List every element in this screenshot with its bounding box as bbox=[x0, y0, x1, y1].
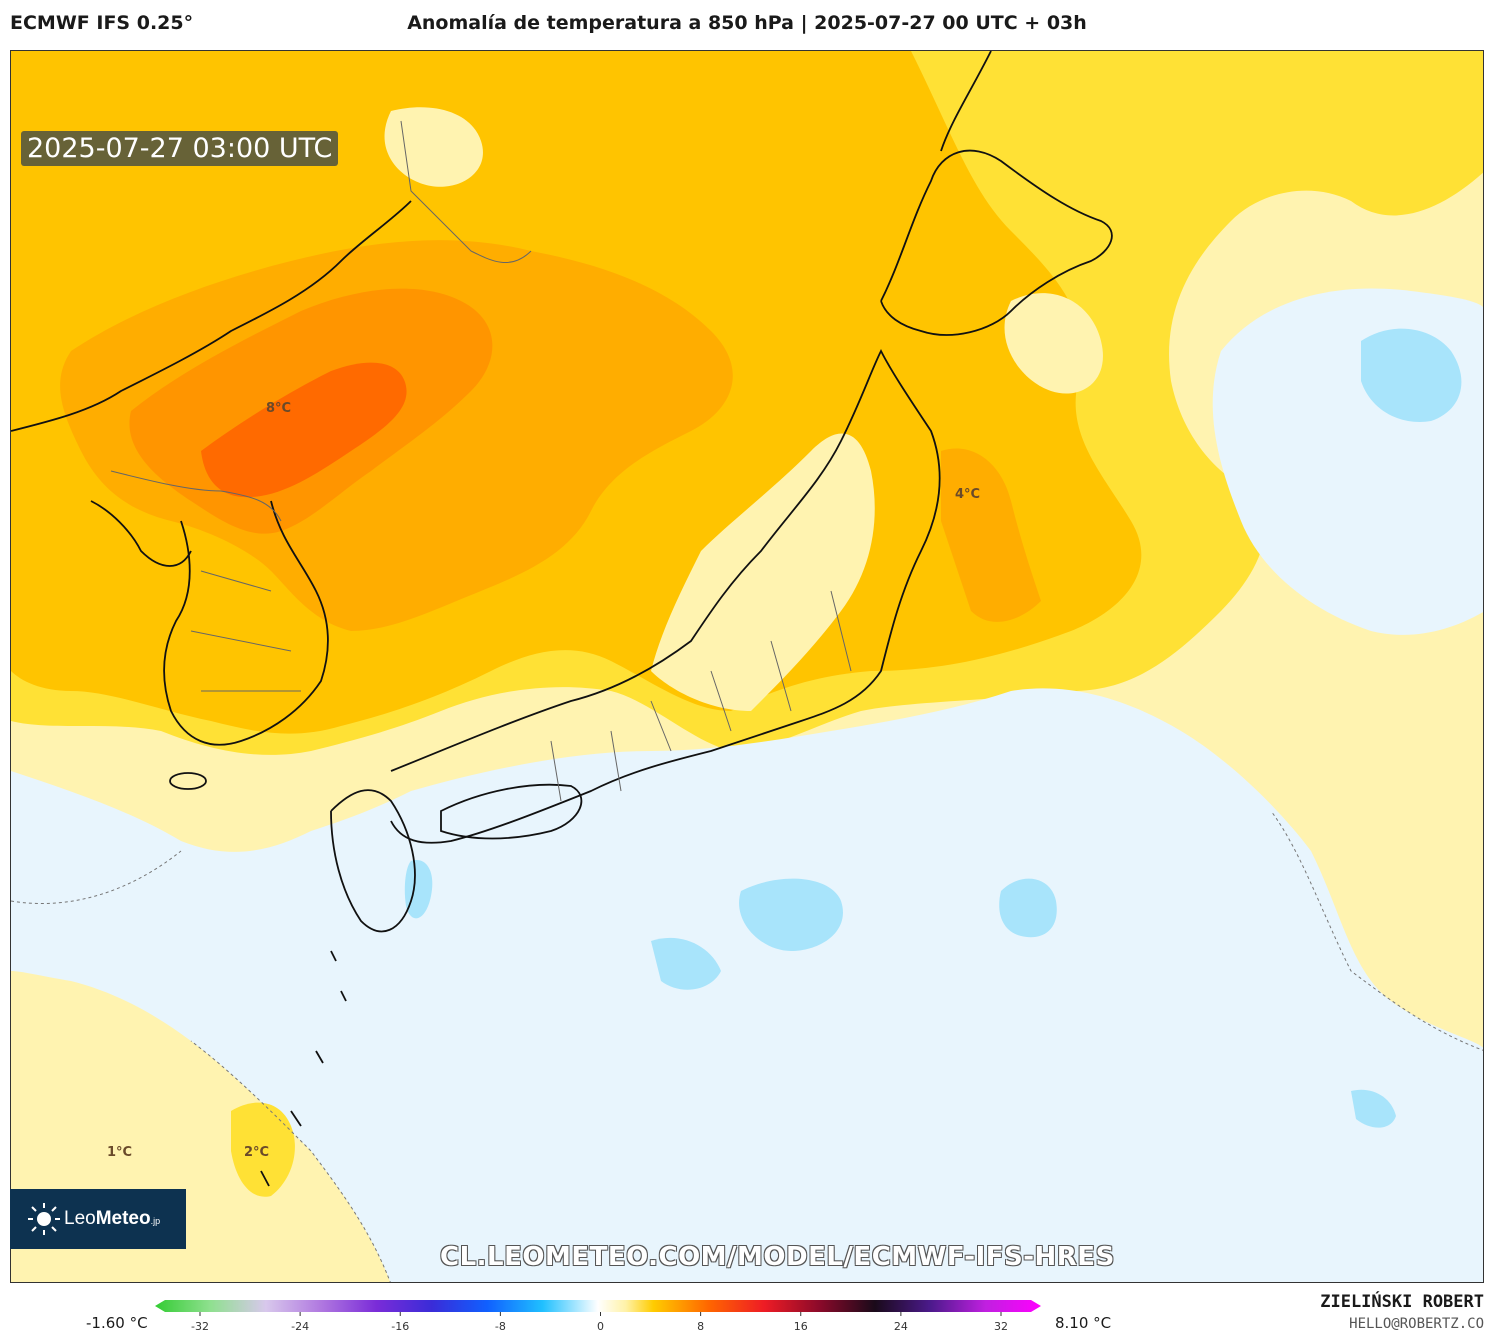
leometeo-logo[interactable]: LeoMeteo.jp bbox=[10, 1189, 186, 1249]
admin-borders bbox=[110, 120, 852, 802]
anomaly-cold-5 bbox=[651, 937, 721, 990]
coast-china-bay bbox=[90, 500, 192, 567]
chart-title: Anomalía de temperatura a 850 hPa | 2025… bbox=[407, 12, 1087, 34]
anomaly-pale-ne bbox=[1004, 293, 1103, 394]
anomaly-cold-1 bbox=[1361, 328, 1462, 422]
colorbar-tick-label: 8 bbox=[697, 1320, 704, 1333]
anomaly-neg-left bbox=[11, 817, 142, 916]
anomaly-cold-4 bbox=[404, 860, 433, 919]
colorbar-ticks: -32 -24 -16 -8 0 8 16 24 32 bbox=[191, 1312, 1008, 1333]
coast-ryukyu bbox=[260, 950, 347, 1187]
border-pref-1 bbox=[550, 590, 852, 802]
anomaly-layer-6 bbox=[201, 362, 407, 498]
colorbar-tick-label: -32 bbox=[191, 1320, 209, 1333]
border-china-korea bbox=[110, 470, 282, 522]
contour-label-4c: 4°C bbox=[955, 487, 981, 502]
colorbar-tick-label: -16 bbox=[391, 1320, 409, 1333]
author-email[interactable]: HELLO@ROBERTZ.CO bbox=[1349, 1316, 1484, 1332]
anomaly-pale-north bbox=[384, 107, 483, 187]
author-name: ZIELIŃSKI ROBERT bbox=[1320, 1292, 1484, 1312]
coast-jeju bbox=[169, 772, 207, 790]
colorbar-gradient bbox=[155, 1300, 1041, 1312]
contour-zero bbox=[11, 810, 1483, 1282]
coast-shikoku bbox=[440, 783, 583, 840]
anomaly-cold-6 bbox=[1351, 1089, 1396, 1128]
colorbar-tick-label: 16 bbox=[794, 1320, 808, 1333]
colorbar-tick-label: 32 bbox=[994, 1320, 1008, 1333]
border-russia-china bbox=[400, 120, 532, 264]
contour-label-8c: 8°C bbox=[266, 401, 292, 416]
anomaly-cold-2 bbox=[739, 878, 843, 951]
logo-brand-bold: Meteo bbox=[95, 1208, 151, 1229]
timestamp-badge: 2025-07-27 03:00 UTC bbox=[21, 131, 339, 166]
anomaly-sw-patch bbox=[231, 1102, 295, 1197]
logo-suffix: .jp bbox=[150, 1216, 161, 1226]
coast-hokkaido bbox=[880, 149, 1113, 336]
colorbar-tick-label: -8 bbox=[495, 1320, 506, 1333]
anomaly-map[interactable] bbox=[11, 51, 1484, 1283]
colorbar-tick-label: 24 bbox=[894, 1320, 908, 1333]
coastlines bbox=[11, 51, 1113, 1187]
coast-mainland bbox=[11, 200, 412, 432]
colorbar-tick-label: -24 bbox=[291, 1320, 309, 1333]
logo-text: LeoMeteo.jp bbox=[64, 1208, 160, 1230]
coast-sakhalin bbox=[940, 51, 992, 152]
border-korea-provinces bbox=[190, 570, 301, 692]
coast-kyushu bbox=[330, 789, 416, 933]
model-name: ECMWF IFS 0.25° bbox=[10, 12, 194, 34]
anomaly-cold-3 bbox=[999, 878, 1057, 938]
coast-korea bbox=[163, 500, 329, 746]
anomaly-pale-honshu bbox=[651, 433, 875, 711]
anomaly-east-patch bbox=[941, 448, 1041, 622]
colorbar-max-label: 8.10 °C bbox=[1055, 1314, 1112, 1332]
colorbar-tick-label: 0 bbox=[597, 1320, 604, 1333]
contour-label-2c: 2°C bbox=[244, 1145, 270, 1160]
source-url[interactable]: CL.LEOMETEO.COM/MODEL/ECMWF-IFS-HRES bbox=[440, 1242, 1115, 1272]
logo-brand-light: Leo bbox=[64, 1208, 96, 1229]
map-panel[interactable]: 2025-07-27 03:00 UTC 8°C 4°C 1°C 2°C bbox=[10, 50, 1484, 1283]
sun-icon bbox=[28, 1203, 60, 1235]
colorbar: -32 -24 -16 -8 0 8 16 24 32 bbox=[155, 1300, 1041, 1333]
colorbar-min-label: -1.60 °C bbox=[86, 1314, 148, 1332]
contour-label-1c: 1°C bbox=[107, 1145, 133, 1160]
coast-honshu bbox=[390, 348, 941, 844]
anomaly-neg-south bbox=[11, 688, 1483, 1282]
